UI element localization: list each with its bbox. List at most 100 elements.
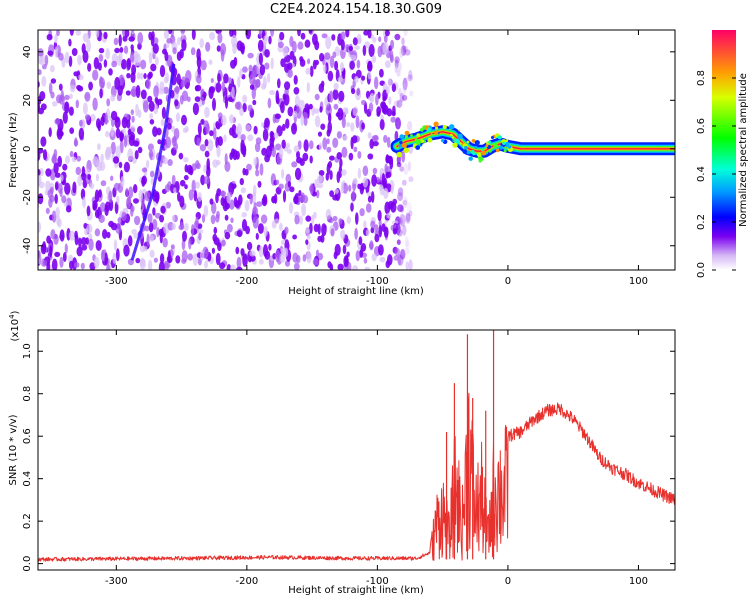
- noise-speckle: [97, 62, 102, 71]
- noise-speckle: [78, 127, 85, 140]
- signal-blob: [505, 139, 509, 143]
- noise-speckle: [181, 258, 187, 264]
- noise-speckle: [246, 163, 252, 171]
- noise-speckle: [231, 183, 237, 189]
- noise-speckle: [407, 161, 412, 172]
- noise-speckle: [345, 30, 350, 38]
- noise-speckle: [379, 256, 386, 263]
- noise-speckle: [64, 94, 70, 101]
- noise-speckle: [236, 230, 243, 238]
- noise-speckle: [95, 173, 99, 182]
- noise-speckle: [316, 189, 320, 199]
- noise-speckle: [354, 75, 359, 84]
- noise-speckle: [106, 231, 111, 239]
- noise-speckle: [329, 170, 333, 181]
- noise-speckle: [285, 142, 291, 149]
- noise-speckle: [185, 70, 192, 83]
- noise-speckle: [86, 223, 93, 234]
- noise-speckle: [296, 150, 300, 159]
- noise-speckle: [310, 214, 315, 225]
- noise-speckle: [108, 190, 113, 204]
- noise-speckle: [45, 207, 50, 214]
- noise-speckle: [44, 54, 49, 66]
- noise-speckle: [282, 190, 287, 203]
- noise-speckle: [229, 127, 235, 136]
- noise-speckle: [181, 39, 187, 52]
- noise-speckle: [154, 192, 160, 204]
- noise-speckle: [314, 93, 320, 101]
- noise-speckle: [108, 68, 113, 76]
- signal-blob: [471, 139, 476, 143]
- noise-speckle: [121, 59, 127, 70]
- noise-speckle: [51, 258, 58, 270]
- noise-speckle: [33, 136, 37, 148]
- noise-speckle: [41, 76, 47, 87]
- noise-speckle: [69, 127, 75, 134]
- colorbar-tick-label: 0.2: [696, 214, 707, 230]
- noise-speckle: [240, 187, 247, 194]
- noise-speckle: [287, 62, 293, 70]
- noise-speckle: [333, 103, 339, 110]
- x-tick-label: 0: [505, 576, 511, 587]
- noise-speckle: [268, 35, 272, 45]
- noise-speckle: [230, 217, 234, 224]
- noise-speckle: [263, 226, 268, 237]
- signal-blob: [433, 121, 439, 127]
- noise-speckle: [153, 37, 159, 45]
- signal-blob: [415, 139, 422, 145]
- noise-speckle: [260, 122, 265, 128]
- noise-speckle: [340, 181, 345, 194]
- noise-speckle: [249, 254, 256, 262]
- noise-speckle: [404, 236, 409, 248]
- noise-speckle: [289, 35, 294, 47]
- noise-speckle: [291, 161, 298, 168]
- noise-speckle: [306, 250, 312, 264]
- noise-speckle: [329, 190, 334, 198]
- noise-speckle: [130, 206, 134, 217]
- noise-speckle: [382, 41, 389, 55]
- noise-speckle: [305, 239, 309, 245]
- noise-speckle: [255, 232, 259, 240]
- noise-speckle: [196, 74, 202, 84]
- noise-speckle: [241, 212, 247, 218]
- noise-speckle: [100, 180, 107, 187]
- noise-speckle: [371, 253, 377, 262]
- noise-speckle: [176, 73, 181, 85]
- noise-speckle: [108, 220, 114, 228]
- noise-speckle: [239, 178, 244, 186]
- y-tick-label: 0.8: [22, 386, 33, 402]
- noise-speckle: [148, 100, 155, 112]
- noise-speckle: [262, 128, 269, 142]
- noise-speckle: [300, 114, 305, 127]
- diagonal-streak: [130, 63, 176, 261]
- noise-speckle: [405, 213, 411, 223]
- noise-speckle: [332, 194, 339, 201]
- noise-speckle: [246, 241, 253, 251]
- noise-speckle: [355, 212, 359, 225]
- noise-speckle: [300, 32, 306, 40]
- noise-speckle: [370, 227, 375, 234]
- noise-speckle: [319, 106, 323, 113]
- noise-speckle: [104, 201, 111, 212]
- noise-speckle: [400, 45, 407, 56]
- noise-speckle: [123, 135, 128, 148]
- noise-speckle: [292, 110, 298, 118]
- noise-speckle: [404, 49, 411, 56]
- noise-speckle: [47, 188, 54, 199]
- noise-speckle: [176, 36, 181, 46]
- noise-speckle: [52, 101, 58, 107]
- noise-speckle: [352, 265, 359, 270]
- noise-speckle: [76, 246, 83, 257]
- noise-speckle: [180, 30, 186, 34]
- noise-speckle: [375, 93, 379, 106]
- noise-speckle: [179, 48, 184, 59]
- noise-speckle: [204, 106, 210, 118]
- noise-speckle: [237, 76, 241, 88]
- noise-speckle: [53, 162, 59, 174]
- y-tick-label: 0: [22, 146, 33, 152]
- signal-blob: [466, 150, 471, 155]
- noise-speckle: [281, 139, 286, 149]
- noise-speckle: [318, 83, 324, 93]
- noise-speckle: [362, 45, 367, 56]
- noise-speckle: [65, 205, 72, 213]
